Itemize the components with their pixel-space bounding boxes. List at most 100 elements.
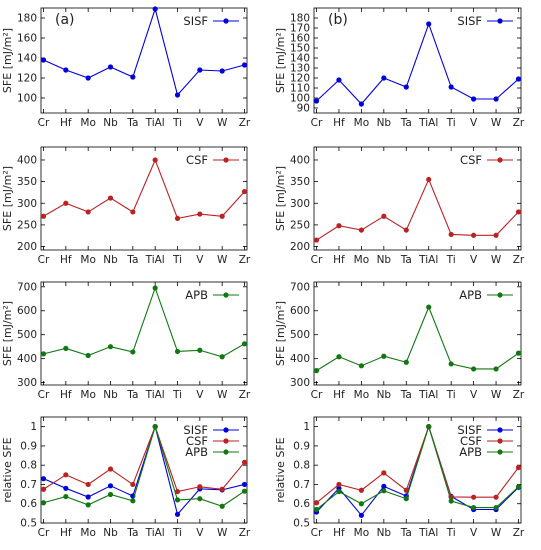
legend-label: SISF <box>457 423 482 437</box>
data-point <box>381 213 387 219</box>
data-point <box>336 481 342 488</box>
x-tick-label: TiAl <box>145 389 165 401</box>
data-point <box>152 6 158 12</box>
y-tick-label: 600 <box>17 305 37 317</box>
data-point <box>358 227 364 233</box>
data-point <box>197 211 203 217</box>
data-point <box>130 481 136 488</box>
panel-4: 200 250 300 350 400 Cr Hf Mo Nb Ta TiAl Ti V W Zr SFE [… <box>274 146 525 266</box>
data-point <box>40 476 47 482</box>
x-tick-label: Ti <box>446 254 456 266</box>
y-tick-label: 200 <box>17 241 37 253</box>
data-point <box>403 227 409 233</box>
series-SISF <box>40 424 248 517</box>
data-point <box>85 352 91 359</box>
panel-label: (a) <box>55 12 75 28</box>
series-line <box>316 424 519 510</box>
legend-label: APB <box>185 445 208 459</box>
panel-5: 300 400 500 600 700 Cr Hf Mo Nb Ta TiAl Ti V W Zr SFE [… <box>1 281 251 401</box>
panel-3: 200 250 300 350 400 Cr Hf Mo Nb Ta TiAl Ti V W Zr SFE [… <box>1 146 251 266</box>
x-tick-label: Ti <box>172 389 182 401</box>
data-point <box>174 488 181 495</box>
y-tick-label: 700 <box>17 281 37 293</box>
data-point <box>197 347 203 353</box>
data-point <box>403 84 409 90</box>
x-tick-label: Hf <box>60 254 72 266</box>
data-point <box>63 493 69 500</box>
x-tick-label: Hf <box>333 527 345 539</box>
series-line <box>43 286 245 358</box>
x-tick-label: Mo <box>354 527 369 539</box>
series-line <box>43 7 245 97</box>
data-point <box>426 176 432 183</box>
y-tick-label: 90 <box>297 103 310 115</box>
series-SISF <box>313 424 522 518</box>
x-tick-label: Ta <box>400 254 412 266</box>
legend-label: APB <box>185 288 208 302</box>
x-tick-label: W <box>217 117 228 129</box>
x-tick-label: Cr <box>311 389 323 401</box>
y-tick-label: 250 <box>290 219 310 231</box>
y-tick-label: 250 <box>17 219 37 231</box>
data-point <box>426 21 432 27</box>
legend-marker <box>497 427 503 433</box>
x-tick-label: W <box>217 254 228 266</box>
x-tick-label: W <box>491 389 502 401</box>
data-point <box>493 366 499 372</box>
series-SISF <box>40 6 248 98</box>
series-APB <box>313 304 522 374</box>
data-point <box>471 96 477 102</box>
data-point <box>336 488 342 495</box>
x-tick-label: Hf <box>333 254 345 266</box>
plot-frame <box>313 7 522 114</box>
legend-label: SISF <box>183 14 208 28</box>
data-point <box>403 496 409 502</box>
y-tick-label: 300 <box>290 377 310 389</box>
x-tick-label: W <box>217 527 228 539</box>
x-tick-label: Nb <box>103 254 118 266</box>
y-tick-label: 300 <box>290 198 310 210</box>
x-tick-label: TiAl <box>145 527 165 539</box>
data-point <box>130 498 136 504</box>
legend-label: CSF <box>186 434 208 448</box>
legend-marker <box>497 292 503 298</box>
series-line <box>316 305 519 372</box>
data-point <box>63 345 69 351</box>
data-point <box>313 368 320 374</box>
data-point <box>130 349 136 355</box>
x-tick-label: TiAl <box>145 117 165 129</box>
x-tick-label: Ti <box>446 389 456 401</box>
data-point <box>40 500 47 506</box>
y-tick-label: 130 <box>290 63 310 75</box>
data-point <box>515 209 522 215</box>
y-tick-label: 350 <box>17 176 37 188</box>
x-tick-label: Cr <box>311 254 323 266</box>
y-tick-label: 0.6 <box>293 498 310 510</box>
data-point <box>107 64 114 70</box>
legend-marker <box>223 18 229 24</box>
x-tick-label: V <box>196 117 204 129</box>
x-tick-label: Zr <box>239 527 251 539</box>
x-tick-label: Nb <box>103 389 118 401</box>
data-point <box>197 496 203 502</box>
data-point <box>174 215 181 222</box>
legend-label: APB <box>459 445 482 459</box>
data-point <box>381 488 387 494</box>
y-tick-label: 500 <box>17 329 37 341</box>
data-point <box>515 464 522 471</box>
data-point <box>130 74 136 80</box>
y-tick-label: 140 <box>17 53 37 65</box>
data-point <box>107 195 114 201</box>
y-tick-label: 110 <box>290 83 310 95</box>
data-point <box>241 62 248 68</box>
data-point <box>40 213 47 219</box>
x-tick-label: V <box>470 117 478 129</box>
x-tick-label: Mo <box>80 527 95 539</box>
data-point <box>358 501 364 507</box>
data-point <box>426 424 432 430</box>
y-axis-label: relative SFE <box>1 437 14 502</box>
data-point <box>515 484 522 490</box>
series-APB <box>40 285 248 360</box>
data-point <box>336 223 342 229</box>
y-tick-label: 140 <box>290 53 310 65</box>
